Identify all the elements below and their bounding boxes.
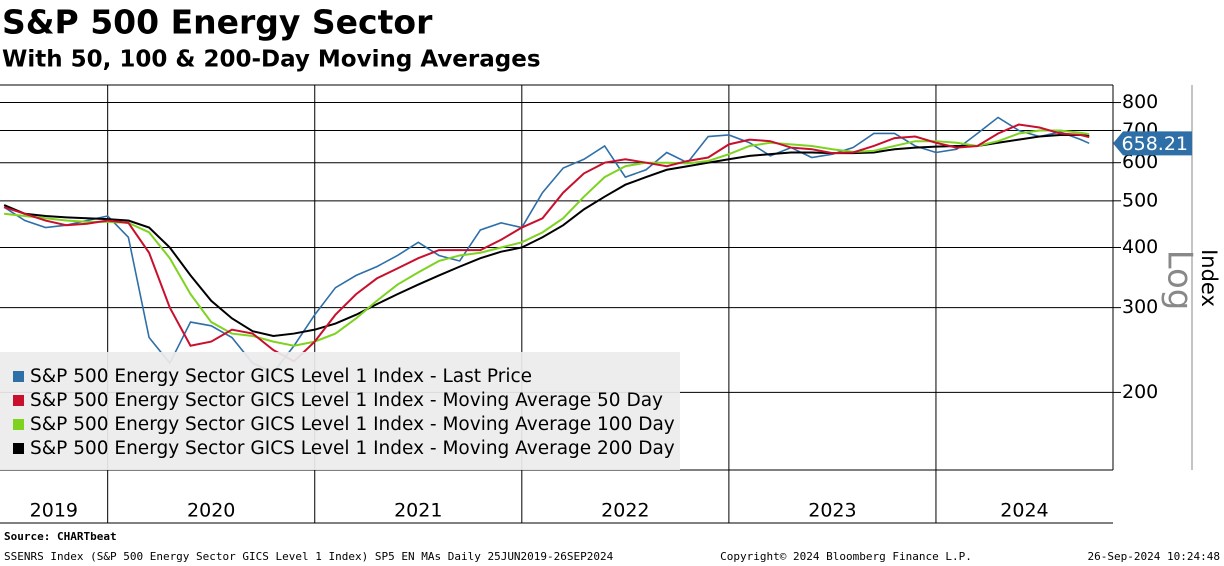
source: Source: CHARTbeat <box>4 530 117 543</box>
y-tick-label: 400 <box>1122 236 1158 258</box>
plot-lines <box>3 116 1090 374</box>
legend-label: S&P 500 Energy Sector GICS Level 1 Index… <box>30 366 532 387</box>
y-tick-label: 600 <box>1122 151 1158 173</box>
x-tick-label: 2019 <box>30 500 78 522</box>
legend-label: S&P 500 Energy Sector GICS Level 1 Index… <box>30 438 675 459</box>
last-price-tag <box>1113 131 1192 156</box>
scale-label: Log <box>1160 250 1200 311</box>
series-line <box>3 133 1090 337</box>
footer-right: 26-Sep-2024 10:24:48 <box>1088 550 1220 563</box>
footer-left: SSENRS Index (S&P 500 Energy Sector GICS… <box>4 550 614 563</box>
chart-title: S&P 500 Energy Sector <box>2 3 433 42</box>
y-tick-label: 800 <box>1122 91 1158 113</box>
x-tick-label: 2021 <box>394 500 442 522</box>
x-tick-label: 2022 <box>601 500 649 522</box>
last-price-label: 658.21 <box>1122 133 1188 155</box>
series-line <box>3 123 1090 363</box>
legend-swatch <box>13 395 24 406</box>
legend-swatch <box>13 443 24 454</box>
x-tick-label: 2024 <box>1000 500 1048 522</box>
x-tick-label: 2023 <box>808 500 856 522</box>
legend: S&P 500 Energy Sector GICS Level 1 Index… <box>0 352 680 470</box>
legend-swatch <box>13 371 24 382</box>
legend-label: S&P 500 Energy Sector GICS Level 1 Index… <box>30 414 675 435</box>
legend-swatch <box>13 419 24 430</box>
legend-label: S&P 500 Energy Sector GICS Level 1 Index… <box>30 390 663 411</box>
y-tick-label: 500 <box>1122 189 1158 211</box>
y-axis-label: Index <box>1197 249 1221 307</box>
legend-box <box>0 352 680 470</box>
y-tick-label: 200 <box>1122 381 1158 403</box>
y-tick-label: 300 <box>1122 296 1158 318</box>
chart-subtitle: With 50, 100 & 200-Day Moving Averages <box>2 47 541 73</box>
footer-center: Copyright© 2024 Bloomberg Finance L.P. <box>720 550 972 563</box>
x-tick-label: 2020 <box>187 500 235 522</box>
series-line <box>4 129 1090 347</box>
